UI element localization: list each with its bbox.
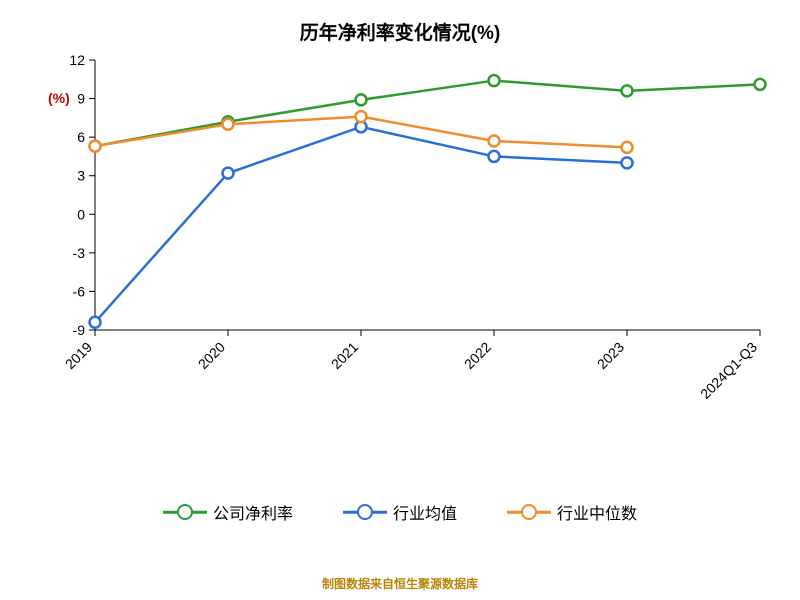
data-point-marker (755, 79, 766, 90)
data-point-marker (489, 136, 500, 147)
data-point-marker (622, 157, 633, 168)
x-tick-label: 2022 (461, 339, 494, 372)
data-point-marker (223, 168, 234, 179)
x-tick-label: 2024Q1-Q3 (697, 339, 760, 402)
y-tick-label: 0 (77, 206, 85, 222)
legend-label: 公司净利率 (213, 500, 293, 524)
legend-item: 行业均值 (343, 500, 457, 524)
legend-item: 行业中位数 (507, 500, 637, 524)
y-tick-label: -3 (73, 245, 86, 261)
data-point-marker (356, 111, 367, 122)
data-point-marker (90, 317, 101, 328)
legend-swatch (507, 504, 551, 520)
data-point-marker (90, 141, 101, 152)
legend-label: 行业中位数 (557, 500, 637, 524)
x-tick-label: 2021 (328, 339, 361, 372)
legend-swatch (163, 504, 207, 520)
data-point-marker (622, 85, 633, 96)
y-tick-label: 3 (77, 168, 85, 184)
series-line (95, 81, 760, 147)
y-tick-label: 6 (77, 129, 85, 145)
data-point-marker (622, 142, 633, 153)
data-point-marker (356, 94, 367, 105)
data-point-marker (223, 119, 234, 130)
series-line (95, 127, 627, 322)
data-point-marker (489, 75, 500, 86)
legend-item: 公司净利率 (163, 500, 293, 524)
y-tick-label: 12 (69, 52, 85, 68)
chart-legend: 公司净利率 行业均值 行业中位数 (0, 500, 800, 524)
legend-swatch (343, 504, 387, 520)
y-tick-label: 9 (77, 91, 85, 107)
x-tick-label: 2019 (62, 339, 95, 372)
y-tick-label: -9 (73, 322, 86, 338)
x-tick-label: 2020 (195, 339, 228, 372)
chart-footnote: 制图数据来自恒生聚源数据库 (0, 575, 800, 592)
y-tick-label: -6 (73, 283, 86, 299)
x-tick-label: 2023 (594, 339, 627, 372)
chart-container: 历年净利率变化情况(%) (%) -9-6-303691220192020202… (0, 0, 800, 600)
data-point-marker (489, 151, 500, 162)
legend-label: 行业均值 (393, 500, 457, 524)
